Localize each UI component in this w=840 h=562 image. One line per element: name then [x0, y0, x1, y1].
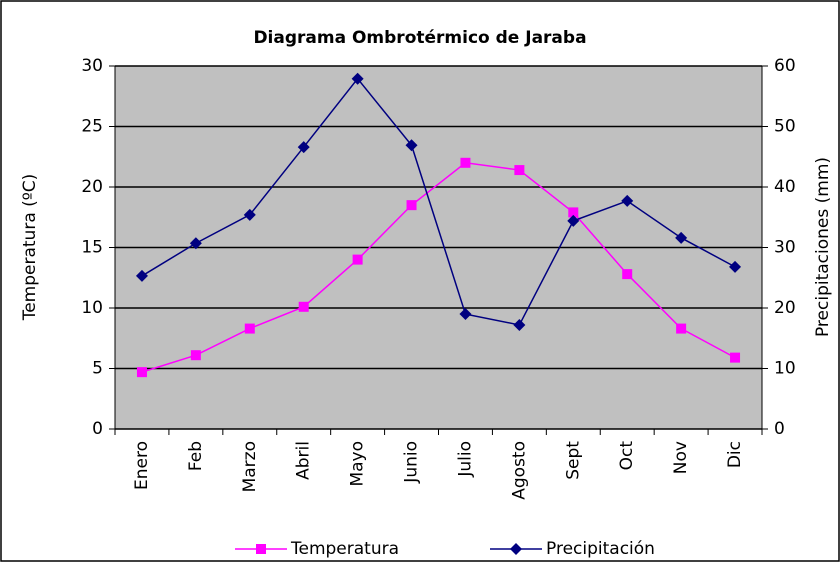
marker — [256, 544, 266, 554]
marker — [243, 208, 256, 221]
y-tick-label: 20 — [81, 177, 103, 197]
y-tick-label: 0 — [92, 419, 103, 439]
marker — [568, 207, 579, 218]
x-tick-label: Sept — [563, 441, 583, 480]
y-tick-label: 15 — [81, 238, 103, 258]
y-axis-label: Temperatura (ºC) — [20, 174, 40, 322]
marker — [510, 543, 522, 555]
x-tick-label: Marzo — [240, 441, 260, 492]
marker — [244, 323, 255, 334]
x-tick-label: Mayo — [348, 441, 368, 487]
y2-tick-label: 50 — [774, 117, 796, 137]
marker — [460, 157, 471, 168]
y-tick-label: 10 — [81, 298, 103, 318]
marker — [190, 350, 201, 361]
marker — [675, 231, 688, 244]
y2-tick-label: 40 — [774, 177, 796, 197]
marker — [406, 200, 417, 211]
chart-title: Diagrama Ombrotérmico de Jaraba — [253, 28, 586, 48]
y-tick-label: 30 — [81, 56, 103, 76]
x-tick-label: Julio — [455, 441, 475, 478]
marker — [405, 139, 418, 152]
y2-tick-label: 20 — [774, 298, 796, 318]
x-tick-label: Agosto — [509, 441, 529, 500]
marker — [135, 269, 148, 282]
x-tick-label: Junio — [402, 441, 422, 484]
y-tick-label: 5 — [92, 359, 103, 379]
y2-tick-label: 0 — [774, 419, 785, 439]
x-tick-label: Abril — [294, 441, 314, 480]
y-tick-label: 25 — [81, 117, 103, 137]
x-tick-label: Feb — [186, 441, 206, 471]
x-tick-label: Oct — [617, 441, 637, 471]
x-tick-label: Enero — [132, 441, 152, 490]
marker — [622, 269, 633, 280]
marker — [513, 318, 526, 331]
marker — [297, 141, 310, 154]
series-line — [141, 77, 736, 326]
legend-label: Temperatura — [290, 539, 399, 559]
x-tick-label: Nov — [671, 441, 691, 474]
y2-tick-label: 30 — [774, 238, 796, 258]
y2-tick-label: 60 — [774, 56, 796, 76]
marker — [189, 237, 202, 250]
marker — [136, 367, 147, 378]
marker — [514, 165, 525, 176]
legend-label: Precipitación — [546, 539, 655, 559]
marker — [729, 260, 742, 273]
marker — [352, 254, 363, 265]
marker — [459, 308, 472, 321]
marker — [676, 323, 687, 334]
marker — [567, 214, 580, 227]
marker — [351, 72, 364, 85]
y2-axis-label: Precipitaciones (mm) — [813, 157, 833, 337]
series-line — [141, 162, 736, 373]
x-tick-label: Dic — [725, 441, 745, 468]
marker — [621, 194, 634, 207]
y2-tick-label: 10 — [774, 359, 796, 379]
marker — [298, 301, 309, 312]
marker — [730, 352, 741, 363]
